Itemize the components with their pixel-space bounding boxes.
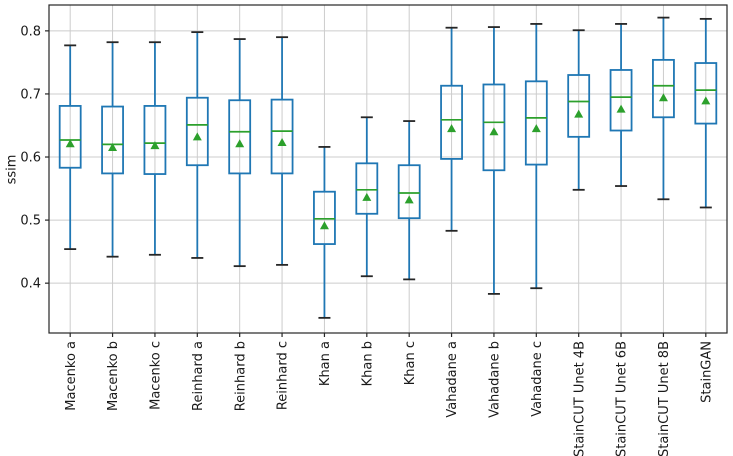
y-tick-label: 0.8	[20, 24, 41, 39]
x-tick-label: Khan a	[318, 341, 333, 386]
mean-marker-icon	[404, 195, 414, 204]
x-tick-label: StainGAN	[699, 341, 714, 403]
y-tick-label: 0.5	[20, 214, 41, 229]
box-group	[101, 41, 124, 258]
iqr-box	[143, 105, 167, 175]
x-tick-label: StainCUT Unet 8B	[657, 341, 672, 456]
x-tick-label: Macenko b	[106, 341, 121, 411]
mean-marker-icon	[319, 221, 329, 230]
x-tick-label: Khan c	[403, 341, 418, 385]
box-group	[270, 36, 294, 266]
x-tick-label: Vahadane b	[487, 341, 502, 418]
y-axis-label: ssim	[4, 154, 20, 185]
mean-marker-icon	[447, 124, 457, 133]
y-tick-label: 0.4	[20, 277, 41, 292]
mean-marker-icon	[531, 124, 541, 133]
mean-marker-icon	[616, 104, 626, 113]
x-tick-label: Macenko a	[64, 341, 79, 411]
iqr-box	[313, 190, 336, 245]
x-tick-label: Reinhard a	[191, 341, 206, 411]
iqr-box	[228, 99, 252, 175]
mean-marker-icon	[574, 109, 584, 118]
box-group	[567, 29, 591, 191]
x-tick-label: StainCUT Unet 4B	[572, 341, 587, 456]
box-group	[313, 146, 336, 319]
box-group	[143, 41, 167, 256]
x-tick-label: Vahadane a	[445, 341, 460, 418]
mean-marker-icon	[192, 132, 202, 141]
mean-marker-icon	[701, 96, 711, 105]
iqr-box	[652, 58, 675, 119]
iqr-box	[694, 62, 718, 125]
mean-marker-icon	[65, 139, 75, 148]
box-group	[652, 16, 675, 201]
box-group	[524, 23, 548, 290]
iqr-box	[101, 105, 124, 175]
mean-marker-icon	[489, 127, 499, 136]
mean-marker-icon	[277, 138, 287, 147]
box-group	[58, 44, 82, 251]
x-tick-label: Reinhard c	[276, 341, 291, 410]
iqr-box	[567, 74, 591, 138]
x-tick-label: Macenko c	[148, 341, 163, 410]
box-group	[694, 17, 718, 209]
plot-border	[48, 4, 728, 334]
iqr-box	[609, 69, 633, 132]
box-group	[228, 38, 252, 268]
iqr-box	[524, 80, 548, 166]
x-tick-label: StainCUT Unet 6B	[615, 341, 630, 456]
mean-marker-icon	[658, 93, 668, 102]
box-group	[355, 116, 379, 278]
box-group	[609, 23, 633, 187]
box-group	[185, 31, 209, 259]
x-tick-label: Khan b	[360, 341, 375, 386]
box-group	[482, 26, 506, 295]
iqr-box	[440, 84, 463, 160]
y-tick-label: 0.6	[20, 151, 41, 166]
y-tick-label: 0.7	[20, 87, 41, 102]
mean-marker-icon	[235, 139, 245, 148]
iqr-box	[482, 83, 506, 172]
mean-marker-icon	[362, 192, 372, 201]
iqr-box	[355, 162, 379, 215]
iqr-box	[270, 98, 294, 175]
mean-marker-icon	[150, 141, 160, 150]
x-tick-label: Vahadane c	[530, 341, 545, 417]
box-group	[440, 26, 463, 232]
mean-marker-icon	[108, 143, 118, 152]
x-tick-label: Reinhard b	[233, 341, 248, 411]
iqr-box	[185, 96, 209, 167]
iqr-box	[397, 164, 421, 220]
box-group	[397, 120, 421, 281]
iqr-box	[58, 105, 82, 169]
